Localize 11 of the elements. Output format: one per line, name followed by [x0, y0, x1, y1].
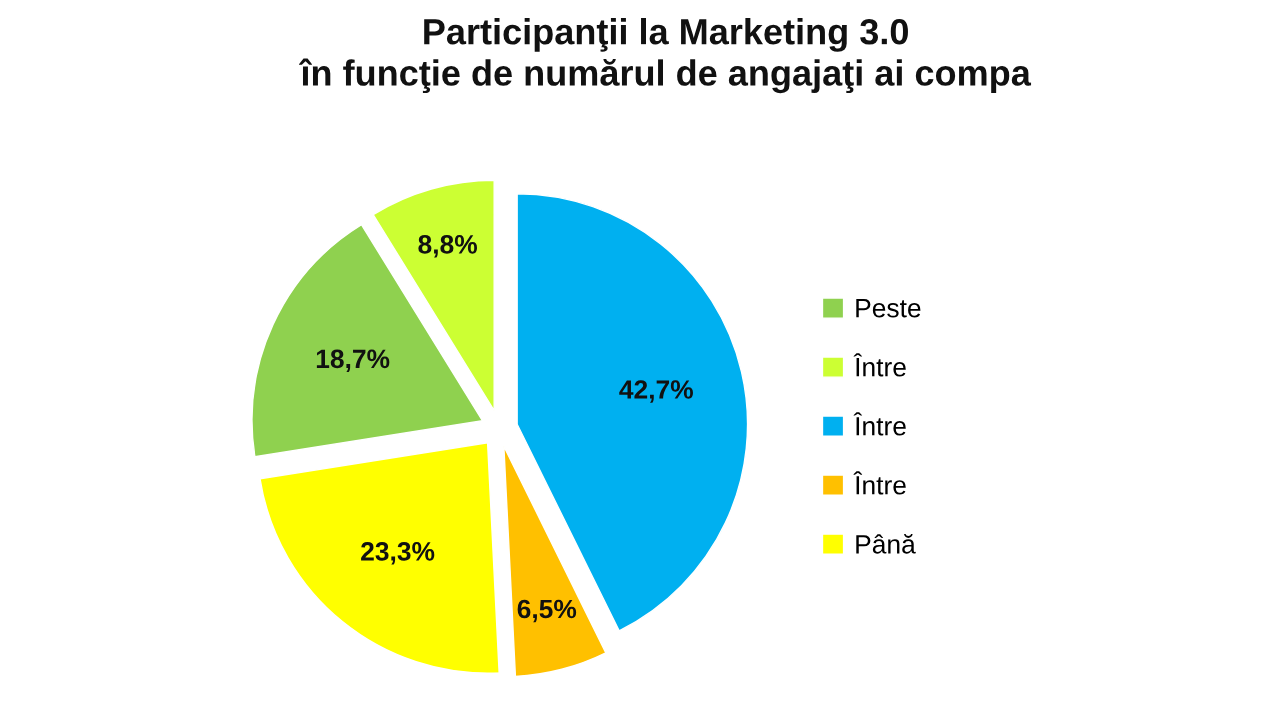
data-label: 23,3% — [361, 542, 435, 565]
data-label: 6,5% — [517, 599, 577, 623]
chart-title: Participanţii la Marketing 3.0 în funcţie de numărul de angajaţi ai compa — [298, 18, 1032, 94]
data-label: 42,7% — [619, 380, 693, 403]
data-label: 8,8% — [418, 235, 478, 258]
legend-label: Peste — [856, 299, 921, 318]
legend-label: Între — [853, 471, 906, 495]
data-label: 18,7% — [316, 349, 390, 373]
legend-label: Între — [853, 353, 906, 377]
legend-label: Până — [856, 533, 916, 554]
legend-label: Între — [853, 412, 906, 436]
